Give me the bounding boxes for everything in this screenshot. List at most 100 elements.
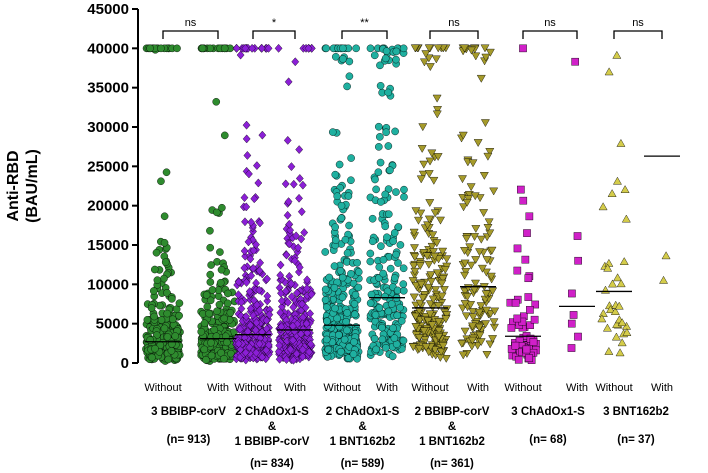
data-point: [337, 201, 346, 210]
data-point: [372, 345, 380, 354]
data-point: [307, 290, 316, 299]
data-point: [353, 258, 361, 267]
data-point: [247, 271, 256, 281]
data-point: [284, 77, 293, 87]
data-point: [382, 343, 390, 352]
group-label-line: &: [268, 421, 276, 433]
data-point: [399, 280, 408, 288]
data-point: [421, 343, 431, 352]
data-point: [302, 319, 311, 329]
significance-label: *: [272, 17, 277, 29]
data-point: [321, 285, 330, 294]
y-tick-label: 10000: [87, 276, 129, 293]
data-point: [431, 55, 441, 64]
data-point: [410, 244, 419, 253]
group-n-label: (n= 834): [250, 458, 294, 470]
data-point: [264, 43, 273, 53]
data-point: [206, 270, 215, 279]
data-point: [175, 299, 184, 308]
data-point: [483, 224, 493, 232]
data-point: [160, 324, 169, 333]
data-point: [368, 237, 377, 246]
data-point: [485, 48, 495, 57]
data-point: [341, 235, 350, 244]
data-point: [295, 267, 303, 277]
category-label: With: [651, 382, 673, 394]
data-point: [410, 267, 420, 276]
significance-brackets: ns * ** ns ns ns: [162, 17, 663, 39]
data-point: [243, 327, 252, 336]
data-point: [151, 344, 159, 353]
data-point: [173, 44, 181, 53]
data-point: [295, 174, 304, 183]
data-point: [331, 223, 339, 231]
data-point: [217, 265, 226, 274]
data-points: [142, 43, 671, 365]
data-point: [418, 294, 428, 303]
data-point: [304, 43, 313, 53]
data-point: [275, 341, 284, 350]
group-label-line: 3 BNT162b2: [603, 406, 669, 418]
data-point: [215, 300, 224, 309]
data-point: [414, 216, 423, 225]
data-point: [206, 296, 215, 305]
data-point: [255, 339, 264, 349]
data-point: [531, 300, 540, 309]
data-point: [399, 264, 408, 273]
data-point: [659, 275, 668, 284]
data-point: [345, 221, 353, 230]
data-point: [302, 284, 311, 293]
data-point: [610, 307, 620, 315]
data-point: [424, 283, 434, 292]
data-point: [486, 272, 496, 281]
data-point: [392, 250, 400, 259]
data-point: [379, 255, 388, 264]
data-point: [289, 302, 298, 312]
data-point: [247, 217, 256, 227]
data-point: [335, 322, 344, 331]
data-point: [567, 319, 576, 328]
data-point: [530, 315, 539, 324]
y-tick-label: 25000: [87, 158, 129, 175]
data-point: [415, 299, 425, 308]
data-point: [389, 237, 397, 245]
data-point: [290, 256, 299, 266]
data-point: [425, 63, 435, 72]
significance-label: ns: [544, 17, 556, 29]
data-point: [331, 236, 340, 244]
data-point: [374, 168, 383, 176]
data-point: [392, 188, 400, 196]
data-point: [148, 353, 156, 362]
data-point: [202, 356, 210, 364]
data-point: [277, 296, 286, 306]
data-point: [392, 55, 400, 64]
group-label-line: &: [358, 421, 366, 433]
data-point: [621, 214, 631, 223]
data-point: [466, 301, 476, 309]
data-point: [432, 239, 442, 248]
data-point: [427, 321, 437, 330]
data-point: [468, 322, 477, 331]
data-point: [411, 207, 421, 216]
data-point: [207, 261, 215, 269]
data-point: [488, 287, 498, 296]
data-point: [410, 253, 420, 262]
data-point: [375, 263, 384, 271]
group-label-line: 3 ChAdOx1-S: [511, 406, 585, 418]
group-label-line: 1 BBIBP-corV: [235, 436, 310, 448]
y-tick-label: 15000: [87, 237, 129, 254]
category-label: Without: [595, 382, 632, 394]
data-point: [220, 314, 228, 323]
data-point: [441, 315, 451, 324]
data-point: [488, 335, 498, 344]
data-point: [336, 267, 345, 275]
data-point: [330, 262, 339, 270]
data-point: [399, 44, 408, 53]
category-label: Without: [144, 382, 181, 394]
data-point: [283, 135, 292, 145]
significance-bracket: [522, 30, 578, 39]
y-axis-label-line: Anti-RBD: [5, 150, 22, 221]
data-point: [661, 251, 671, 260]
data-point: [598, 309, 608, 317]
